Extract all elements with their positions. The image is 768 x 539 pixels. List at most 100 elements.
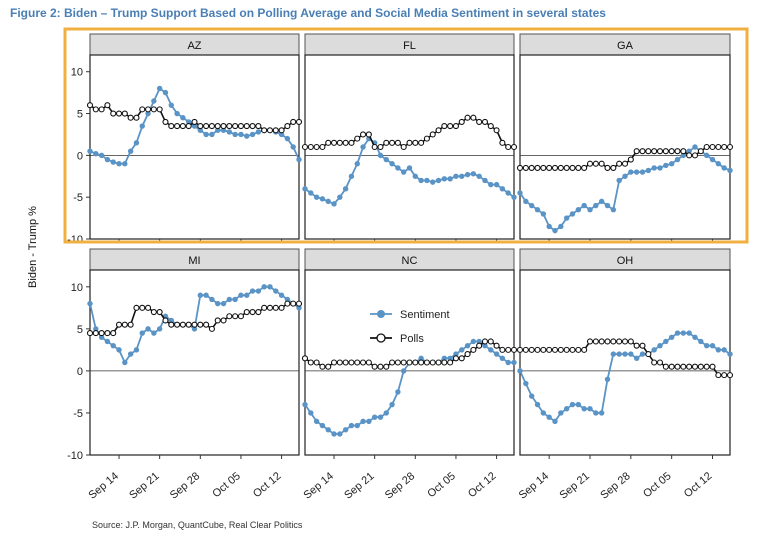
data-point-polls-ga <box>598 160 605 167</box>
data-point-polls-az <box>185 123 192 130</box>
data-point-sentiment-oh <box>668 334 675 340</box>
data-point-polls-fl <box>435 127 442 134</box>
data-point-polls-fl <box>313 143 320 151</box>
data-point-polls-fl <box>470 114 477 121</box>
data-point-sentiment-fl <box>377 152 384 159</box>
panel-az: AZ 10 5 0 -5 -10 <box>67 33 303 246</box>
data-point-polls-mi <box>98 330 105 337</box>
data-point-polls-nc <box>418 359 425 366</box>
data-point-polls-fl <box>412 139 419 146</box>
data-point-polls-fl <box>464 114 471 121</box>
data-point-polls-fl <box>406 139 413 146</box>
x-tick-label: Oct 05 <box>641 470 674 500</box>
data-point-sentiment-oh <box>727 351 733 357</box>
data-point-polls-oh <box>715 372 722 379</box>
data-point-sentiment-ga <box>721 165 727 171</box>
data-point-sentiment-fl <box>383 156 389 163</box>
data-point-polls-oh <box>668 363 675 370</box>
data-point-polls-az <box>145 106 152 113</box>
y-tick-label: 0 <box>77 366 83 378</box>
data-point-polls-mi <box>284 300 291 307</box>
data-point-polls-az <box>127 114 134 121</box>
data-point-polls-fl <box>423 135 430 142</box>
data-point-polls-mi <box>156 308 163 316</box>
data-point-sentiment-oh <box>651 347 657 353</box>
data-point-sentiment-fl <box>319 196 326 202</box>
data-point-sentiment-az <box>110 159 116 165</box>
data-point-polls-mi <box>115 321 123 328</box>
data-point-sentiment-mi <box>238 292 244 298</box>
data-point-sentiment-fl <box>348 173 355 179</box>
data-point-sentiment-oh <box>663 338 669 345</box>
data-point-sentiment-az <box>244 133 250 139</box>
data-point-sentiment-mi <box>191 326 198 332</box>
data-point-sentiment-oh <box>587 406 593 412</box>
data-point-sentiment-nc <box>505 359 511 366</box>
data-point-polls-oh <box>540 346 547 353</box>
data-point-sentiment-mi <box>104 338 111 345</box>
data-point-sentiment-mi <box>93 326 99 332</box>
data-point-sentiment-ga <box>546 223 552 230</box>
data-point-polls-ga <box>691 152 699 159</box>
data-point-sentiment-mi <box>226 296 233 303</box>
data-point-polls-ga <box>563 164 570 171</box>
data-point-polls-mi <box>139 304 146 311</box>
data-point-polls-nc <box>313 359 320 366</box>
data-point-polls-az <box>162 118 169 125</box>
plot-frame-az <box>89 54 300 240</box>
data-point-sentiment-mi <box>122 359 128 366</box>
data-point-sentiment-ga <box>633 169 640 175</box>
data-point-sentiment-az <box>93 150 99 157</box>
data-point-sentiment-oh <box>593 410 599 416</box>
data-point-polls-fl <box>447 123 454 130</box>
data-point-polls-nc <box>458 355 465 362</box>
y-tick-label: 10 <box>71 282 83 294</box>
data-point-sentiment-az <box>174 110 180 117</box>
panel-title-mi: MI <box>188 255 200 267</box>
data-point-polls-ga <box>546 164 553 171</box>
data-point-sentiment-nc <box>371 414 378 420</box>
data-point-sentiment-az <box>168 102 174 108</box>
panel-title-nc: NC <box>402 255 418 267</box>
data-point-polls-mi <box>92 330 99 337</box>
data-point-sentiment-mi <box>220 300 227 307</box>
data-point-sentiment-az <box>98 152 105 159</box>
highlight-box <box>63 27 749 244</box>
data-point-sentiment-fl <box>389 161 395 167</box>
data-point-sentiment-ga <box>622 173 628 179</box>
data-point-polls-nc <box>325 363 332 370</box>
data-point-sentiment-ga <box>558 223 564 230</box>
data-point-polls-az <box>150 106 157 113</box>
data-point-sentiment-fl <box>476 173 482 179</box>
data-point-sentiment-mi <box>267 284 273 290</box>
data-point-sentiment-oh <box>546 414 552 420</box>
data-point-sentiment-oh <box>622 351 628 357</box>
data-point-sentiment-oh <box>715 347 722 353</box>
data-point-polls-ga <box>662 148 669 155</box>
data-point-polls-ga <box>540 164 547 171</box>
data-point-polls-mi <box>266 304 274 311</box>
data-point-polls-nc <box>354 359 361 366</box>
data-point-sentiment-mi <box>110 342 116 349</box>
data-point-sentiment-mi <box>273 288 279 294</box>
plot-frame-fl <box>304 54 515 240</box>
data-point-polls-nc <box>447 359 454 366</box>
data-point-sentiment-nc <box>447 355 453 361</box>
data-point-polls-az <box>232 123 239 130</box>
data-point-sentiment-ga <box>593 202 599 209</box>
data-point-sentiment-az <box>290 144 296 150</box>
data-point-sentiment-fl <box>313 194 320 200</box>
data-point-polls-mi <box>214 317 221 324</box>
data-point-polls-fl <box>499 139 506 146</box>
data-point-polls-mi <box>220 317 227 324</box>
data-point-sentiment-oh <box>517 368 523 374</box>
data-point-polls-fl <box>377 143 384 151</box>
data-point-polls-oh <box>633 342 640 349</box>
data-point-sentiment-ga <box>604 202 611 209</box>
data-point-polls-nc <box>301 355 309 362</box>
panel-nc: NC Sep 14 Sep 21 Sep 28 Oct 05 Oct 12 Sentimen… <box>301 248 518 502</box>
data-point-sentiment-fl <box>430 179 436 185</box>
data-point-sentiment-oh <box>581 406 587 412</box>
data-point-polls-ga <box>569 164 576 171</box>
data-point-polls-oh <box>557 346 564 353</box>
